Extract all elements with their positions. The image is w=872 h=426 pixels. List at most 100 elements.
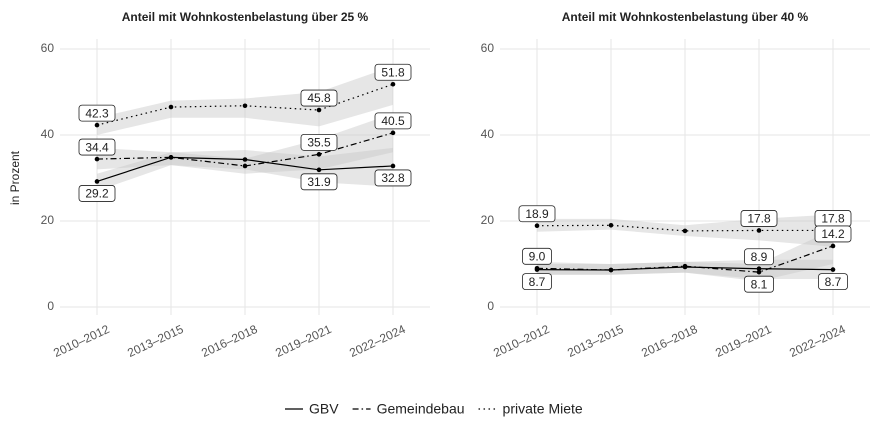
point [682,263,688,269]
data-label-box [78,185,116,202]
confidence-band [97,66,393,135]
data-label: 42.3 [78,104,116,122]
data-label-box [78,138,116,156]
point [608,267,614,273]
x-tick-label: 2016–2018 [639,322,700,360]
data-label: 40.5 [374,112,412,130]
data-label-box [740,210,778,227]
point [534,223,540,229]
point [390,163,396,169]
data-label-text: 8.7 [529,275,546,289]
point [94,179,100,184]
point [534,266,540,271]
data-label-text: 42.3 [85,106,109,120]
data-label-text: 45.8 [307,91,331,105]
data-label: 29.2 [78,185,116,202]
point [390,81,396,87]
point [94,122,100,128]
data-label: 17.8 [814,210,852,227]
point [682,228,688,234]
data-label: 8.7 [818,273,848,290]
data-label-text: 40.5 [381,114,405,128]
data-label: 9.0 [522,247,552,265]
point [316,107,322,113]
data-label-text: 32.8 [381,171,405,185]
data-label-box [374,169,412,187]
x-tick-label: 2019–2021 [713,322,774,360]
y-tick-label: 40 [481,127,495,141]
point [242,157,248,162]
data-label-box [300,133,338,151]
point [316,167,322,173]
x-tick-label: 2013–2015 [125,322,186,360]
data-label-text: 9.0 [529,249,546,263]
y-tick-label: 0 [487,299,494,313]
data-label-text: 51.8 [381,65,405,79]
data-label: 34.4 [78,138,116,156]
point [756,228,762,233]
x-tick-label: 2019–2021 [273,322,334,360]
point [242,103,248,109]
y-tick-label: 0 [47,299,54,313]
data-label: 8.7 [522,273,552,290]
data-label-text: 8.9 [751,250,768,264]
data-label: 8.1 [744,275,774,293]
y-axis-label: in Prozent [8,150,22,205]
data-label-text: 31.9 [307,175,331,189]
data-label: 17.8 [740,210,778,227]
data-label-box [300,173,338,191]
data-label-box [744,248,774,266]
point [830,243,836,249]
data-label-box [522,273,552,290]
data-label-box [300,89,338,107]
data-label: 31.9 [300,173,338,191]
data-label-text: 18.9 [525,207,549,221]
y-tick-label: 60 [481,41,495,55]
x-tick-label: 2013–2015 [565,322,626,360]
x-tick-label: 2010–2012 [51,322,112,360]
data-label-box [78,104,116,122]
y-tick-label: 40 [41,127,55,141]
data-label-box [522,247,552,265]
panel-title: Anteil mit Wohnkostenbelastung über 40 % [562,10,809,24]
point [316,152,322,157]
data-label-text: 35.5 [307,136,331,150]
data-label-box [744,275,774,293]
data-label-box [374,63,412,81]
panel-title: Anteil mit Wohnkostenbelastung über 25 % [122,10,369,24]
legend-label: private Miete [503,401,583,417]
y-tick-label: 20 [481,213,495,227]
data-label: 51.8 [374,63,412,81]
data-label-box [374,112,412,130]
data-label-text: 14.2 [821,227,845,241]
data-label: 32.8 [374,169,412,187]
point [242,163,248,169]
data-label-text: 29.2 [85,187,109,201]
data-label-text: 34.4 [85,140,109,154]
x-tick-label: 2016–2018 [199,322,260,360]
data-label: 18.9 [518,205,556,223]
data-label-text: 8.7 [825,275,842,289]
data-label: 14.2 [814,225,852,243]
data-label: 8.9 [744,248,774,266]
point [168,104,174,110]
point [756,266,762,272]
data-label-text: 17.8 [747,212,771,226]
x-tick-label: 2022–2024 [787,322,848,360]
y-tick-label: 20 [41,213,55,227]
x-tick-label: 2010–2012 [491,322,552,360]
data-label-text: 8.1 [751,277,768,291]
legend-label: Gemeindebau [377,401,465,417]
data-label: 35.5 [300,133,338,151]
x-tick-label: 2022–2024 [347,322,408,360]
legend-label: GBV [309,401,339,417]
data-label-box [814,225,852,243]
point [756,269,762,275]
point [390,130,396,136]
point [168,155,174,160]
data-label-box [818,273,848,290]
data-label-box [518,205,556,223]
point [94,156,100,162]
data-label-text: 17.8 [821,212,845,226]
